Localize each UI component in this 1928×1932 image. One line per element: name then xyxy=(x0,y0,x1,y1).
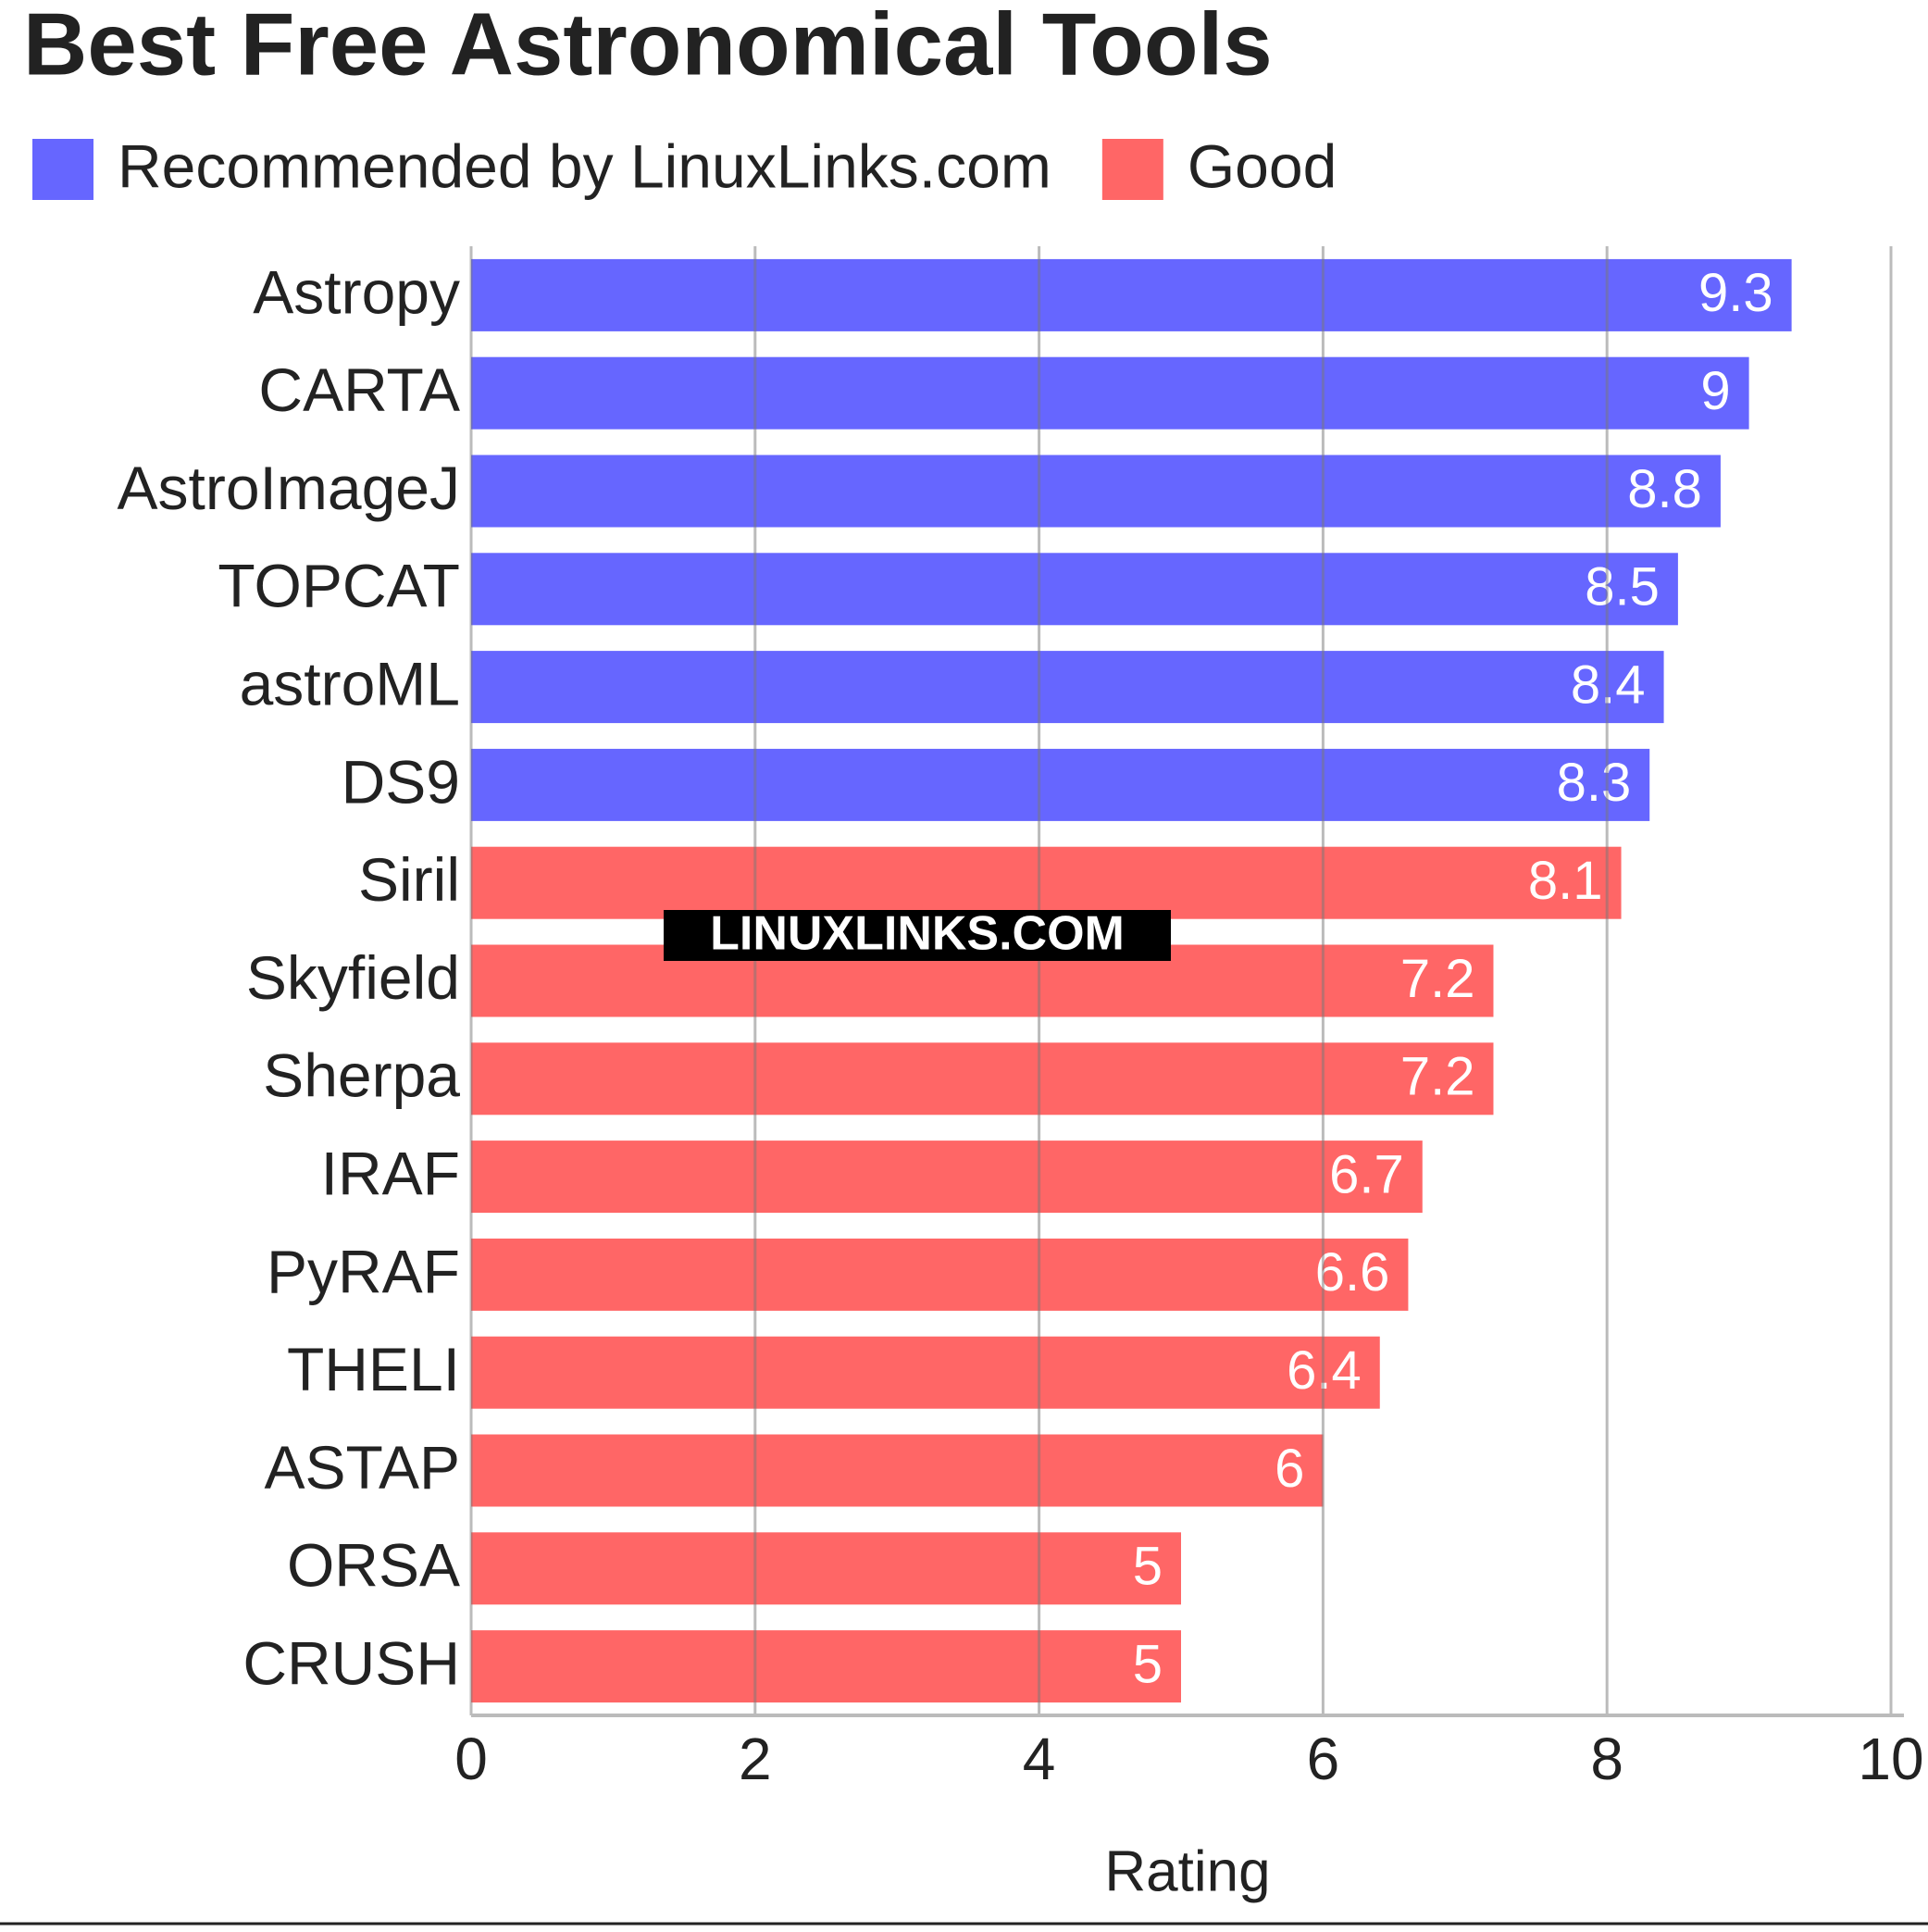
y-tick-label: CARTA xyxy=(258,355,460,424)
bar xyxy=(471,258,1792,331)
bar xyxy=(471,651,1664,724)
value-label: 8.5 xyxy=(1585,557,1660,617)
watermark-box xyxy=(664,910,1171,961)
bar xyxy=(471,1532,1181,1605)
y-tick-label: AstroImageJ xyxy=(118,454,460,522)
value-label: 7.2 xyxy=(1400,949,1475,1009)
y-tick-label: ASTAP xyxy=(264,1433,460,1502)
y-tick-label: THELI xyxy=(287,1335,460,1403)
x-tick-label: 2 xyxy=(739,1726,772,1792)
watermark: LINUXLINKS.COM xyxy=(710,907,1125,961)
bar xyxy=(471,1042,1494,1116)
value-label: 8.3 xyxy=(1557,753,1632,813)
bar xyxy=(471,1434,1324,1507)
bar xyxy=(471,1336,1380,1409)
value-label: 6 xyxy=(1275,1439,1304,1499)
y-tick-label: ORSA xyxy=(287,1531,460,1600)
legend-swatch xyxy=(32,139,93,200)
bar xyxy=(471,553,1678,626)
bar xyxy=(471,356,1749,430)
x-tick-label: 4 xyxy=(1023,1726,1056,1792)
bar xyxy=(471,1238,1409,1311)
value-label: 9 xyxy=(1700,361,1730,421)
y-tick-label: astroML xyxy=(240,650,460,718)
x-tick-label: 0 xyxy=(454,1726,488,1792)
y-tick-label: Sherpa xyxy=(263,1041,460,1110)
x-axis-label: Rating xyxy=(1104,1839,1270,1903)
value-label: 5 xyxy=(1133,1537,1163,1597)
bar xyxy=(471,846,1622,919)
value-label: 7.2 xyxy=(1400,1047,1475,1107)
y-tick-label: DS9 xyxy=(342,747,460,816)
legend-label: Good xyxy=(1188,131,1337,200)
bar xyxy=(471,455,1721,528)
legend-swatch xyxy=(1101,139,1163,200)
value-label: 8.8 xyxy=(1627,459,1702,519)
y-tick-label: PyRAF xyxy=(267,1237,460,1305)
x-tick-label: 10 xyxy=(1858,1726,1923,1792)
y-tick-label: Astropy xyxy=(253,257,460,326)
value-label: 8.1 xyxy=(1528,851,1603,911)
y-tick-label: TOPCAT xyxy=(218,552,460,620)
y-tick-label: IRAF xyxy=(321,1140,460,1208)
x-tick-label: 8 xyxy=(1590,1726,1623,1792)
y-tick-label: Skyfield xyxy=(246,943,460,1012)
value-label: 6.7 xyxy=(1329,1144,1404,1204)
chart-title: Best Free Astronomical Tools xyxy=(23,0,1273,93)
value-label: 5 xyxy=(1133,1634,1163,1694)
bar xyxy=(471,1141,1423,1214)
value-label: 9.3 xyxy=(1698,263,1773,323)
y-tick-label: CRUSH xyxy=(243,1629,460,1698)
value-label: 6.6 xyxy=(1315,1242,1390,1303)
bar xyxy=(471,748,1650,821)
legend-label: Recommended by LinuxLinks.com xyxy=(118,131,1051,200)
bar xyxy=(471,1630,1181,1703)
x-tick-label: 6 xyxy=(1307,1726,1340,1792)
y-tick-label: Siril xyxy=(358,845,460,914)
